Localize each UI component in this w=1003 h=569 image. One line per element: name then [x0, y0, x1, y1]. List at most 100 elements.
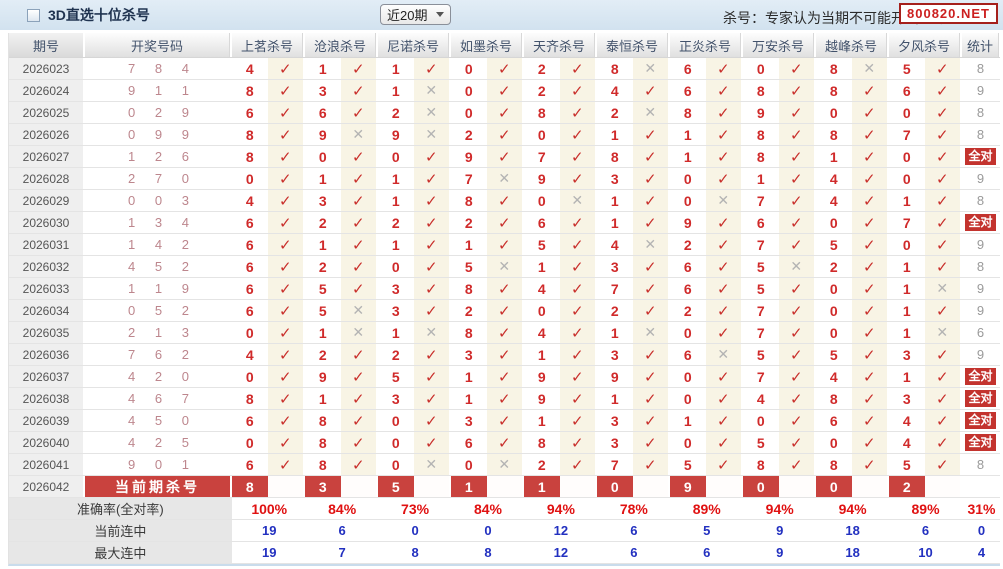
expert-cell: 8 ✓ — [451, 278, 522, 299]
check-icon: ✓ — [716, 412, 730, 430]
cross-icon: ✕ — [352, 324, 365, 340]
expert-cell: 1 ✓ — [451, 366, 522, 387]
result-cell: ✓ — [267, 322, 303, 343]
result-cell: ✕ — [413, 102, 449, 123]
result-cell: ✓ — [924, 80, 960, 101]
result-cell: ✓ — [486, 212, 522, 233]
expert-cell: 0 ✓ — [889, 102, 960, 123]
kill-number: 8 — [816, 388, 852, 409]
draw-numbers: 4 5 0 — [128, 413, 197, 428]
table-row: 2026040 4 2 5 0 ✓ 8 ✓ 0 ✓ 6 ✓ 8 ✓ 3 ✓ 0 ✓ 5 ✓ 0 ✓ 4 ✓ 全对 — [9, 432, 1000, 454]
result-cell: ✓ — [340, 410, 376, 431]
result-cell: ✓ — [340, 366, 376, 387]
check-icon: ✓ — [497, 280, 511, 298]
check-icon: ✓ — [935, 236, 949, 254]
kill-number: 3 — [451, 344, 487, 365]
footer-value: 0 — [379, 520, 451, 541]
expert-cell: 1 ✕ — [597, 322, 668, 343]
footer-label: 当前连中 — [9, 520, 232, 541]
expert-cell: 0 ✓ — [670, 168, 741, 189]
kill-number: 9 — [451, 146, 487, 167]
check-icon: ✓ — [716, 258, 730, 276]
expert-cell: 0 ✕ — [378, 454, 449, 475]
kill-number: 0 — [232, 366, 268, 387]
result-cell: ✓ — [486, 146, 522, 167]
table-row: 2026027 1 2 6 8 ✓ 0 ✓ 0 ✓ 9 ✓ 7 ✓ 8 ✓ 1 ✓ 8 ✓ 1 ✓ 0 ✓ 全对 — [9, 146, 1000, 168]
kill-number: 3 — [451, 410, 487, 431]
site-badge[interactable]: 800820.NET — [899, 3, 998, 24]
expert-cell: 0 ✓ — [451, 80, 522, 101]
kill-number: 7 — [743, 366, 779, 387]
check-icon: ✓ — [278, 82, 292, 100]
kill-number: 2 — [524, 454, 560, 475]
check-icon: ✓ — [862, 346, 876, 364]
footer-value: 100% — [233, 498, 305, 519]
check-icon: ✓ — [789, 236, 803, 254]
check-icon: ✓ — [278, 390, 292, 408]
footer-value: 12 — [525, 520, 597, 541]
expert-cell: 8 ✓ — [816, 80, 887, 101]
expert-cell: 5 ✓ — [816, 234, 887, 255]
draw-numbers: 7 8 4 — [128, 61, 197, 76]
check-icon: ✓ — [789, 280, 803, 298]
check-icon: ✓ — [424, 170, 438, 188]
kill-number: 2 — [451, 212, 487, 233]
expert-cell: 0 ✓ — [451, 58, 522, 79]
kill-number: 3 — [597, 168, 633, 189]
expert-cell: 2 ✓ — [305, 344, 376, 365]
range-dropdown[interactable]: 近20期 — [380, 4, 452, 25]
expert-cell: 1 — [524, 476, 595, 497]
check-icon: ✓ — [862, 280, 876, 298]
result-cell: ✓ — [267, 454, 303, 475]
table-row: 2026037 4 2 0 0 ✓ 9 ✓ 5 ✓ 1 ✓ 9 ✓ 9 ✓ 0 ✓ 7 ✓ 4 ✓ 1 ✓ 全对 — [9, 366, 1000, 388]
all-correct-badge: 全对 — [965, 148, 996, 165]
stat-cell: 全对 — [962, 432, 999, 453]
kill-number: 0 — [451, 80, 487, 101]
expert-cell: 8 ✓ — [743, 146, 814, 167]
draw-numbers: 0 9 9 — [128, 127, 197, 142]
expert-cell: 2 ✕ — [597, 102, 668, 123]
period-cell: 2026036 — [9, 344, 85, 365]
check-icon: ✓ — [716, 214, 730, 232]
check-icon: ✓ — [716, 390, 730, 408]
stat-cell: 全对 — [962, 212, 999, 233]
title-checkbox[interactable] — [27, 8, 40, 22]
kill-number: 9 — [378, 124, 414, 145]
kill-number: 5 — [816, 344, 852, 365]
table-row: 2026034 0 5 2 6 ✓ 5 ✕ 3 ✓ 2 ✓ 0 ✓ 2 ✓ 2 ✓ 7 ✓ 0 ✓ 1 ✓ 9 — [9, 300, 1000, 322]
check-icon: ✓ — [789, 60, 803, 78]
expert-cell: 4 ✓ — [889, 410, 960, 431]
kill-number: 3 — [378, 278, 414, 299]
kill-number: 3 — [597, 432, 633, 453]
expert-cell: 1 ✓ — [305, 234, 376, 255]
result-cell-empty — [778, 476, 814, 497]
stat-cell: 6 — [962, 322, 999, 343]
expert-cell: 5 ✓ — [816, 344, 887, 365]
check-icon: ✓ — [789, 456, 803, 474]
stat-cell: 8 — [962, 454, 999, 475]
kill-number: 8 — [305, 432, 341, 453]
expert-cell: 9 ✓ — [597, 366, 668, 387]
kill-number: 1 — [889, 300, 925, 321]
expert-cell: 0 ✓ — [378, 410, 449, 431]
stat-value: 8 — [976, 105, 985, 120]
kill-number: 0 — [816, 212, 852, 233]
expert-cell: 3 ✓ — [597, 344, 668, 365]
result-cell: ✕ — [559, 190, 595, 211]
kill-number: 9 — [524, 168, 560, 189]
result-cell: ✓ — [632, 300, 668, 321]
expert-cell: 0 ✓ — [232, 168, 303, 189]
period-cell: 2026030 — [9, 212, 85, 233]
result-cell: ✓ — [705, 80, 741, 101]
result-cell: ✓ — [924, 366, 960, 387]
kill-number: 4 — [232, 58, 268, 79]
draw-numbers: 1 2 6 — [128, 149, 197, 164]
draw-numbers: 4 5 2 — [128, 259, 197, 274]
period-cell: 2026029 — [9, 190, 85, 211]
expert-cell: 0 ✓ — [232, 432, 303, 453]
cross-icon: ✕ — [352, 126, 365, 142]
result-cell: ✓ — [340, 388, 376, 409]
result-cell: ✓ — [413, 278, 449, 299]
check-icon: ✓ — [278, 258, 292, 276]
stat-cell: 8 — [962, 256, 999, 277]
